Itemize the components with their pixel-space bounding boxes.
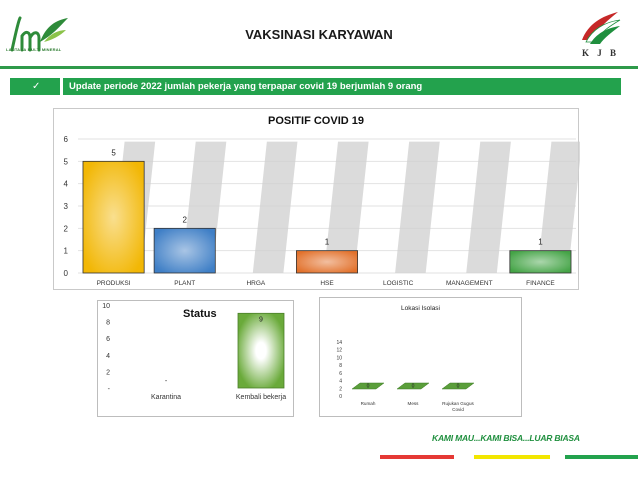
y-tick-label: 14 xyxy=(336,340,342,346)
bar-shadow xyxy=(537,141,580,273)
bar-plant xyxy=(153,227,216,274)
stripe-green xyxy=(565,455,638,459)
y-tick-label: 0 xyxy=(64,269,69,278)
check-icon: ✓ xyxy=(32,81,41,92)
data-label: 0 xyxy=(412,384,415,390)
kjb-logo xyxy=(582,12,621,44)
y-tick-label: 2 xyxy=(339,386,342,392)
data-label: - xyxy=(165,378,168,385)
data-label: 1 xyxy=(538,238,543,247)
y-tick-label: 8 xyxy=(339,363,342,369)
y-tick-label: 8 xyxy=(106,320,110,327)
y-tick-label: 3 xyxy=(64,202,69,211)
x-tick-label: LOGISTIC xyxy=(383,280,414,287)
x-tick-label: HRGA xyxy=(246,280,265,287)
status-chart-title: Status xyxy=(183,308,217,320)
bar-hse xyxy=(296,250,358,274)
data-label: 1 xyxy=(325,238,330,247)
kjb-logo-text: K J B xyxy=(582,48,620,58)
status-chart: - 2 4 6 8 10 - Karantina 9 Kembali bekerja Status xyxy=(97,300,294,417)
y-tick-label: 4 xyxy=(339,379,342,385)
data-label: 9 xyxy=(259,316,263,323)
bar-shadow xyxy=(395,141,440,273)
bullet-box: ✓ xyxy=(10,78,60,95)
y-tick-label: 6 xyxy=(339,371,342,377)
page-title: VAKSINASI KARYAWAN xyxy=(245,27,393,42)
x-tick-label: PLANT xyxy=(174,280,195,287)
x-tick-label: MANAGEMENT xyxy=(446,280,493,287)
y-tick-label: 0 xyxy=(339,394,342,400)
bar-shadow xyxy=(466,141,511,273)
status-plot: - 2 4 6 8 10 - Karantina 9 Kembali bekerja xyxy=(102,303,286,401)
bar-rumah xyxy=(351,382,385,390)
y-tick-label: 10 xyxy=(336,355,342,361)
data-label: 0 xyxy=(367,384,370,390)
x-tick-label: Mess xyxy=(408,401,420,406)
data-label: 5 xyxy=(111,148,116,157)
x-tick-label: FINANCE xyxy=(526,280,555,287)
x-tick-label: HSE xyxy=(320,280,334,287)
y-tick-label: 5 xyxy=(64,157,69,166)
y-tick-label: 2 xyxy=(64,224,69,233)
y-tick-label: 12 xyxy=(336,348,342,354)
x-tick-label: Rujukan Gugus Covid xyxy=(442,401,474,412)
bar-rujukan-gugus-covid xyxy=(441,382,475,390)
lantana-logo xyxy=(10,16,68,52)
y-tick-label: 2 xyxy=(106,369,110,376)
positif-covid-plot: 0 1 2 3 4 5 6 5 PRODUKSI 2 PLANT HRGA 1 HSE LOGISTIC MA… xyxy=(64,135,580,287)
y-tick-label: 10 xyxy=(102,303,110,310)
y-tick-label: 6 xyxy=(106,336,110,343)
y-tick-label: 4 xyxy=(106,353,110,360)
bar-finance xyxy=(509,250,572,274)
bar-kembali-bekerja xyxy=(237,312,285,389)
stripe-red xyxy=(380,455,454,459)
chart-title: POSITIF COVID 19 xyxy=(268,115,364,127)
tagline: KAMI MAU...KAMI BISA...LUAR BIASA xyxy=(432,433,580,443)
y-tick-label: 1 xyxy=(64,247,69,256)
bar-shadow xyxy=(323,141,369,273)
x-tick-label: PRODUKSI xyxy=(97,280,131,287)
x-tick-label: Kembali bekerja xyxy=(236,394,286,401)
y-tick-label: 6 xyxy=(64,135,69,144)
header-divider xyxy=(0,66,638,69)
positif-covid-chart: POSITIF COVID 19 0 1 2 3 4 5 6 5 PRODUKSI 2 PLANT H… xyxy=(53,108,580,290)
lokasi-isolasi-chart: Lokasi Isolasi 0 2 4 6 8 10 12 14 0 Rumah 0 Mess 0 Ru… xyxy=(319,297,522,417)
update-banner: Update periode 2022 jumlah pekerja yang … xyxy=(63,78,621,95)
y-tick-label: 4 xyxy=(64,180,69,189)
y-tick-label: - xyxy=(108,386,111,393)
x-tick-label: Karantina xyxy=(151,394,181,401)
bar-mess xyxy=(396,382,430,390)
lokasi-chart-title: Lokasi Isolasi xyxy=(400,305,441,312)
bar-produksi xyxy=(82,160,145,274)
data-label: 0 xyxy=(457,384,460,390)
stripe-yellow xyxy=(474,455,550,459)
bar-shadow xyxy=(252,141,298,273)
x-tick-label: Rumah xyxy=(361,401,376,406)
data-label: 2 xyxy=(182,215,187,224)
lantana-logo-text: LANTANA MULTI MINERAL xyxy=(6,47,62,52)
